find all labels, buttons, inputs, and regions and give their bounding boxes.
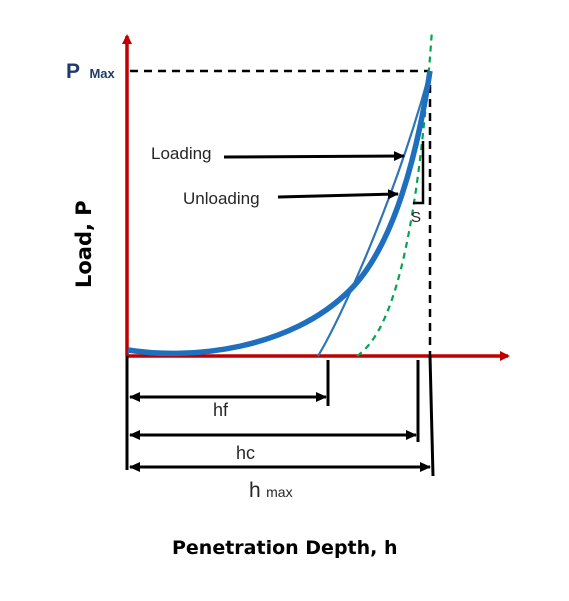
y-axis-label: Load, P: [72, 200, 96, 288]
loading-curve: [127, 70, 433, 357]
unloading-arrow: [277, 189, 399, 200]
unloading-label: Unloading: [183, 189, 260, 208]
hc-label: hc: [236, 443, 255, 463]
hf-label: hf: [213, 400, 229, 420]
unloading-curve: [317, 70, 432, 357]
hmax-tick: [428, 355, 435, 477]
x-axis-label: Penetration Depth, h: [172, 537, 398, 559]
stiffness-label: S: [411, 209, 421, 226]
loading-label: Loading: [151, 144, 212, 163]
stiffness-bracket: [413, 141, 425, 205]
loading-arrow: [223, 151, 405, 162]
hmax-label: h max: [249, 479, 293, 502]
pmax-label: P Max: [66, 60, 116, 83]
